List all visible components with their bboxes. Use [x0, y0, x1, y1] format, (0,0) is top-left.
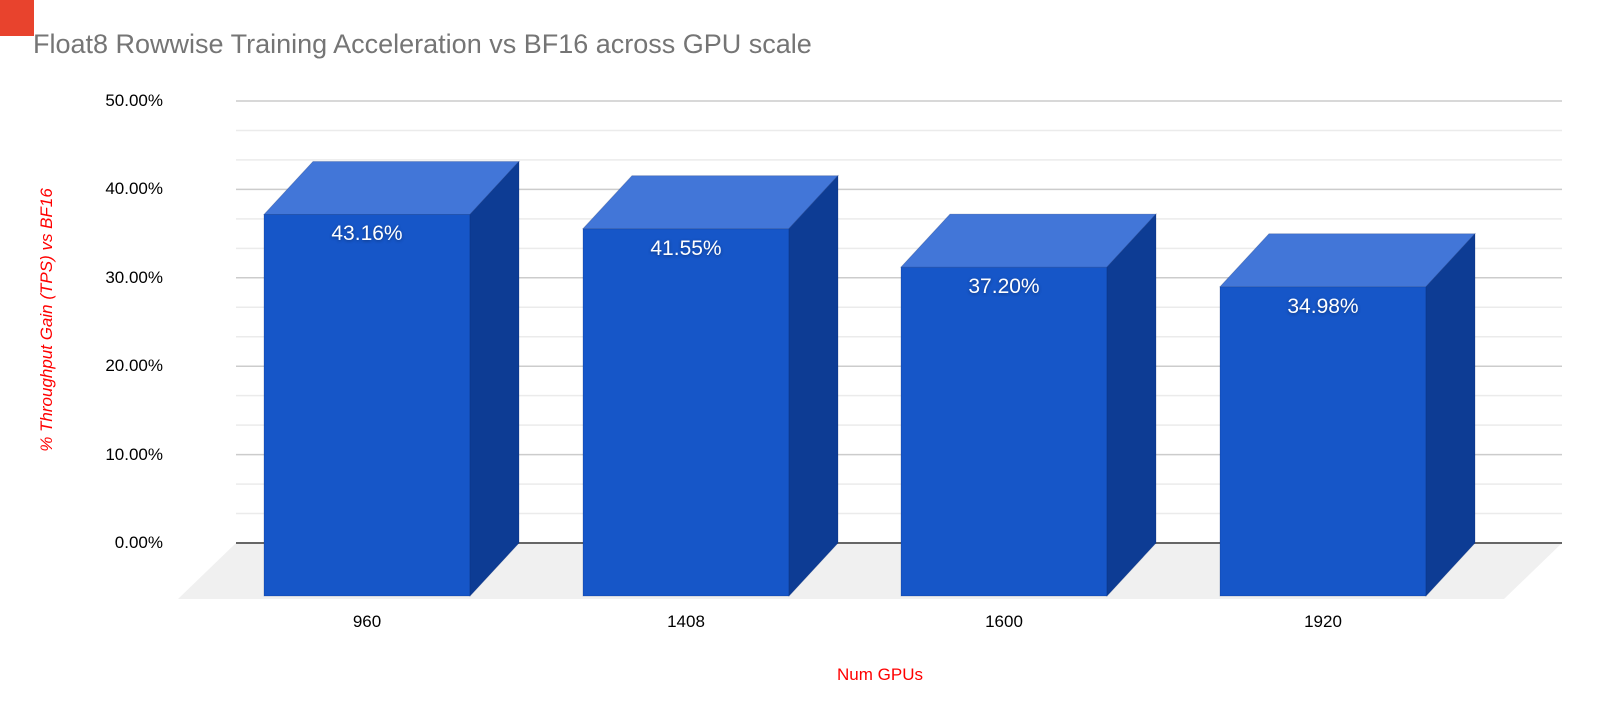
y-axis-tick-label: 10.00%: [105, 444, 163, 464]
bar-value-label: 43.16%: [331, 222, 403, 246]
y-axis-tick-label: 40.00%: [105, 179, 163, 199]
bar-value-label: 41.55%: [650, 236, 722, 260]
bar-front-face: [263, 214, 471, 597]
bar-side-face: [1425, 232, 1476, 598]
x-axis-tick-label: 1600: [985, 612, 1023, 631]
x-axis-tick-label: 1408: [667, 612, 705, 631]
y-axis-title: % Throughput Gain (TPS) vs BF16: [37, 188, 56, 452]
bar-front-face: [1219, 286, 1427, 597]
bar-side-face: [788, 174, 839, 598]
x-axis-title: Num GPUs: [837, 665, 923, 684]
chart-title: Float8 Rowwise Training Acceleration vs …: [33, 29, 812, 59]
bar-front-face: [900, 266, 1108, 597]
bar-value-label: 37.20%: [968, 275, 1040, 299]
x-axis-tick-label: 960: [352, 612, 382, 631]
bar-side-face: [1106, 213, 1157, 598]
bar-front-face: [582, 228, 790, 597]
bar-side-face: [469, 160, 520, 598]
y-axis-tick-label: 0.00%: [114, 533, 163, 552]
annotation-marker: [0, 0, 34, 36]
y-axis-tick-label: 50.00%: [105, 91, 163, 110]
y-axis-tick-label: 30.00%: [105, 267, 163, 287]
floor-plane: [178, 543, 1562, 599]
bar-value-label: 34.98%: [1287, 294, 1359, 318]
x-axis-tick-label: 1920: [1304, 612, 1342, 631]
y-axis-tick-label: 20.00%: [105, 356, 163, 376]
